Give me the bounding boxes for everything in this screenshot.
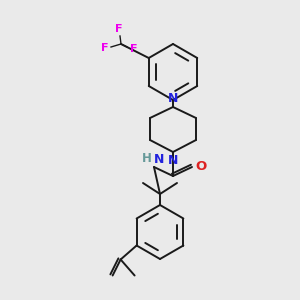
Text: N: N [168, 92, 178, 105]
Text: F: F [130, 44, 137, 54]
Text: F: F [100, 43, 108, 53]
Text: O: O [195, 160, 206, 172]
Text: N: N [168, 154, 178, 167]
Text: N: N [154, 153, 164, 166]
Text: F: F [115, 24, 123, 34]
Text: H: H [142, 152, 152, 165]
